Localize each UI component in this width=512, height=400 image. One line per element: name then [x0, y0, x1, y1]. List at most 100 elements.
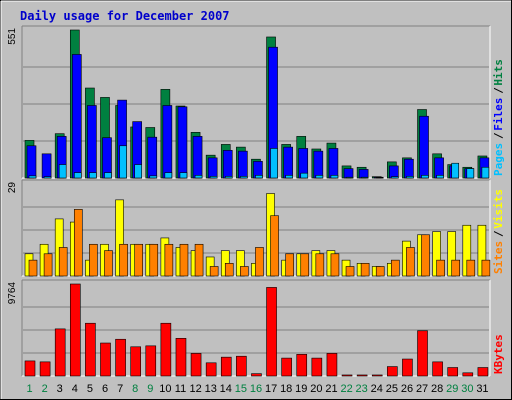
kbytes-bar-8 [130, 346, 141, 377]
files-bar-1 [26, 145, 37, 179]
files-bar-21 [328, 148, 339, 179]
sites-bar-23 [360, 263, 370, 277]
kbytes-bar-5 [85, 322, 96, 377]
legend-sites: Sites [492, 241, 505, 274]
files-bar-23 [358, 169, 369, 179]
sites-bar-7 [119, 243, 128, 277]
kbytes-bar-9 [145, 345, 157, 377]
pages-bar-18 [285, 175, 293, 179]
x-tick-label-29: 29 [446, 383, 458, 395]
pages-bar-27 [421, 175, 429, 179]
x-tick-label-10: 10 [159, 383, 171, 395]
pages-bar-22 [345, 176, 354, 179]
kbytes-bar-16 [251, 373, 262, 377]
kbytes-bar-20 [311, 357, 323, 377]
sites-bar-5 [89, 243, 98, 277]
x-tick-label-7: 7 [117, 383, 123, 395]
chart-title: Daily usage for December 2007 [20, 9, 230, 23]
files-bar-2 [41, 153, 52, 179]
files-bar-9 [147, 136, 158, 179]
files-bar-10 [162, 105, 173, 179]
kbytes-bar-4 [69, 283, 81, 377]
pages-bar-1 [28, 175, 37, 179]
pages-bar-30 [466, 168, 475, 179]
files-bar-4 [71, 54, 82, 179]
x-tick-label-19: 19 [295, 383, 307, 395]
pages-bar-4 [73, 172, 82, 179]
x-tick-label-25: 25 [386, 383, 398, 395]
panel-top-legend: Pages/Files/Hits [492, 59, 505, 176]
legend-hits: Hits [492, 59, 505, 86]
kbytes-bar-29 [447, 367, 459, 377]
kbytes-bar-30 [462, 372, 474, 377]
pages-bar-31 [481, 166, 490, 179]
x-tick-label-30: 30 [461, 383, 473, 395]
x-tick-label-16: 16 [250, 383, 262, 395]
files-bar-5 [87, 105, 97, 179]
pages-bar-21 [330, 175, 339, 179]
x-tick-label-9: 9 [147, 383, 153, 395]
kbytes-bar-12 [190, 353, 202, 377]
sites-bar-24 [375, 266, 385, 277]
panel-top-bg [22, 26, 490, 178]
sites-bar-25 [391, 259, 400, 277]
pages-bar-7 [119, 145, 127, 179]
sites-bar-8 [134, 243, 143, 277]
legend-visits: Visits [492, 189, 505, 229]
kbytes-bar-27 [417, 330, 428, 377]
files-bar-20 [313, 150, 324, 179]
kbytes-bar-10 [160, 322, 172, 377]
kbytes-bar-26 [402, 358, 413, 377]
x-tick-label-28: 28 [431, 383, 443, 395]
kbytes-bar-13 [205, 362, 217, 377]
pages-bar-5 [89, 172, 97, 179]
sites-bar-30 [466, 259, 476, 277]
x-tick-label-14: 14 [220, 383, 232, 395]
legend-kbytes: KBytes [492, 334, 505, 374]
sites-bar-19 [300, 253, 310, 277]
sites-bar-11 [179, 243, 189, 277]
panel-top-max-label: 551 [7, 28, 18, 45]
pages-bar-10 [164, 172, 173, 179]
kbytes-bar-11 [175, 338, 187, 377]
files-bar-28 [434, 157, 444, 179]
x-tick-label-21: 21 [325, 383, 337, 395]
legend-separator: / [492, 230, 505, 237]
kbytes-bar-25 [387, 366, 398, 377]
pages-bar-28 [436, 175, 444, 179]
sites-bar-31 [481, 259, 491, 277]
sites-bar-1 [28, 259, 38, 277]
files-bar-11 [177, 106, 188, 179]
files-bar-18 [283, 146, 293, 179]
pages-bar-2 [43, 176, 52, 179]
pages-bar-8 [134, 164, 142, 179]
legend-pages: Pages [492, 143, 505, 176]
sites-bar-3 [58, 247, 68, 277]
files-bar-14 [222, 150, 233, 179]
x-tick-label-13: 13 [205, 383, 217, 395]
kbytes-bar-7 [115, 338, 126, 377]
files-bar-15 [238, 150, 248, 179]
sites-bar-4 [73, 209, 83, 277]
sites-bar-27 [421, 234, 430, 277]
files-bar-26 [404, 158, 414, 179]
kbytes-bar-19 [296, 354, 308, 377]
x-tick-label-2: 2 [42, 383, 48, 395]
sites-bar-20 [315, 253, 325, 277]
x-tick-label-24: 24 [371, 383, 383, 395]
sites-bar-17 [270, 215, 279, 277]
sites-bar-10 [164, 243, 174, 277]
pages-bar-3 [58, 164, 67, 179]
files-bar-27 [419, 115, 429, 179]
x-tick-label-26: 26 [401, 383, 413, 395]
files-bar-22 [343, 168, 354, 179]
kbytes-bar-24 [371, 374, 383, 377]
pages-bar-19 [300, 172, 309, 179]
files-bar-6 [102, 137, 112, 179]
sites-bar-29 [451, 259, 461, 277]
x-tick-label-22: 22 [340, 383, 352, 395]
sites-bar-28 [436, 259, 445, 277]
pages-bar-16 [255, 175, 263, 179]
